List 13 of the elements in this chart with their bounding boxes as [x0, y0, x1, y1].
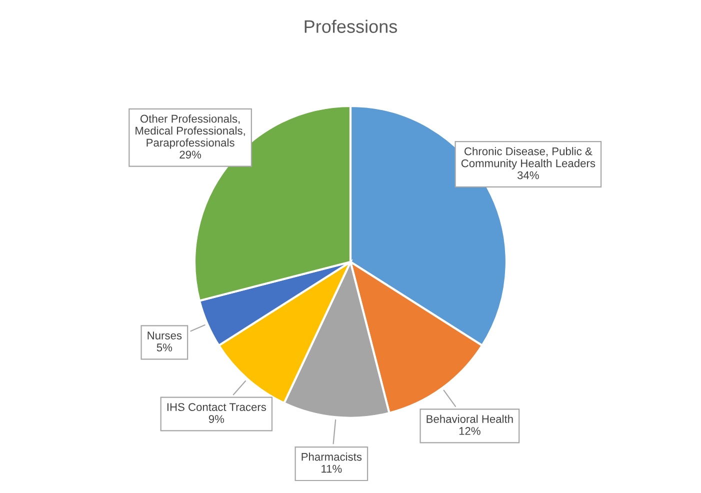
slice-label: Other Professionals, Medical Professionals, Paraprofessionals: [136, 114, 245, 149]
data-label: 34%: [517, 171, 539, 180]
slice-label: Nurses: [148, 332, 182, 340]
data-label: 9%: [208, 415, 224, 423]
data-label: 5%: [156, 344, 172, 352]
chart-title: Professions: [304, 20, 398, 33]
data-label: 29%: [180, 150, 202, 159]
data-label: 11%: [322, 464, 342, 473]
slice-label: Chronic Disease, Public & Community Health Leaders: [461, 147, 596, 170]
slice-label: IHS Contact Tracers: [167, 403, 266, 412]
data-label: 12%: [459, 427, 480, 435]
slice-label: Pharmacists: [302, 452, 362, 461]
slice-label: Behavioral Health: [426, 414, 513, 423]
